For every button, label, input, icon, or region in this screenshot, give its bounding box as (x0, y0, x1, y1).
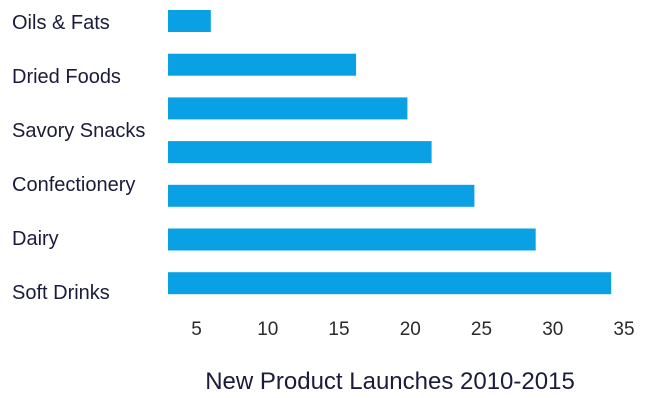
bar-4 (168, 141, 432, 164)
x-tick-label-25: 25 (471, 319, 492, 340)
bar-1 (168, 10, 211, 32)
x-tick-label-20: 20 (400, 319, 421, 340)
bar-2 (168, 53, 357, 76)
category-label-oils-fats: Oils & Fats (12, 12, 110, 34)
x-tick-label-5: 5 (191, 319, 202, 340)
bar-5 (168, 184, 475, 207)
category-label-savory-snacks: Savory Snacks (12, 120, 145, 142)
x-axis-title: New Product Launches 2010-2015 (205, 368, 575, 395)
x-tick-label-10: 10 (257, 319, 278, 340)
x-tick-label-15: 15 (328, 319, 349, 340)
category-label-soft-drinks: Soft Drinks (12, 282, 110, 304)
category-labels: Oils & Fats Dried Foods Savory Snacks Co… (12, 12, 145, 304)
x-axis-ticks: 5 10 15 20 25 30 35 (191, 319, 634, 340)
category-label-dried-foods: Dried Foods (12, 66, 121, 88)
category-label-confectionery: Confectionery (12, 174, 135, 196)
bar-3 (168, 97, 408, 120)
x-tick-label-35: 35 (613, 319, 634, 340)
bar-7 (168, 272, 612, 295)
category-label-dairy: Dairy (12, 228, 59, 250)
x-tick-label-30: 30 (542, 319, 563, 340)
bar-6 (168, 228, 536, 251)
bars (168, 10, 612, 295)
